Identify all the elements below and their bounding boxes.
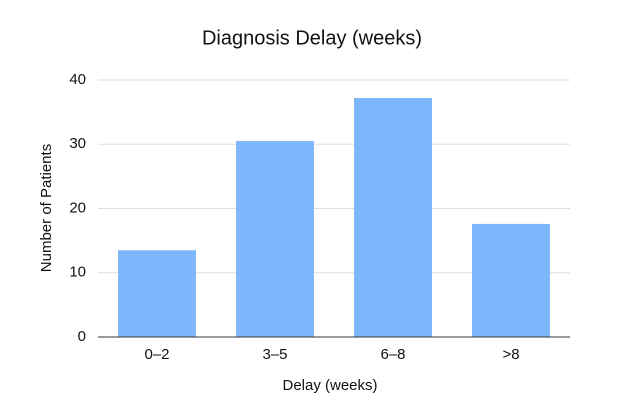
- x-tick-label: 6–8: [380, 346, 405, 363]
- bar: [118, 250, 196, 337]
- x-tick-label: 0–2: [144, 346, 169, 363]
- bar: [354, 97, 432, 338]
- chart-title: Diagnosis Delay (weeks): [202, 27, 422, 49]
- bar: [472, 223, 550, 337]
- x-axis-label: Delay (weeks): [282, 377, 377, 394]
- x-tick-label: 3–5: [262, 346, 287, 363]
- y-tick-label: 10: [69, 264, 86, 281]
- y-tick-label: 0: [78, 328, 86, 345]
- y-tick-label: 20: [69, 199, 86, 216]
- bar: [236, 141, 314, 337]
- y-tick-label: 30: [69, 135, 86, 152]
- y-tick-label: 40: [69, 71, 86, 88]
- x-tick-label: >8: [502, 346, 519, 363]
- y-axis-label: Number of Patients: [38, 144, 55, 272]
